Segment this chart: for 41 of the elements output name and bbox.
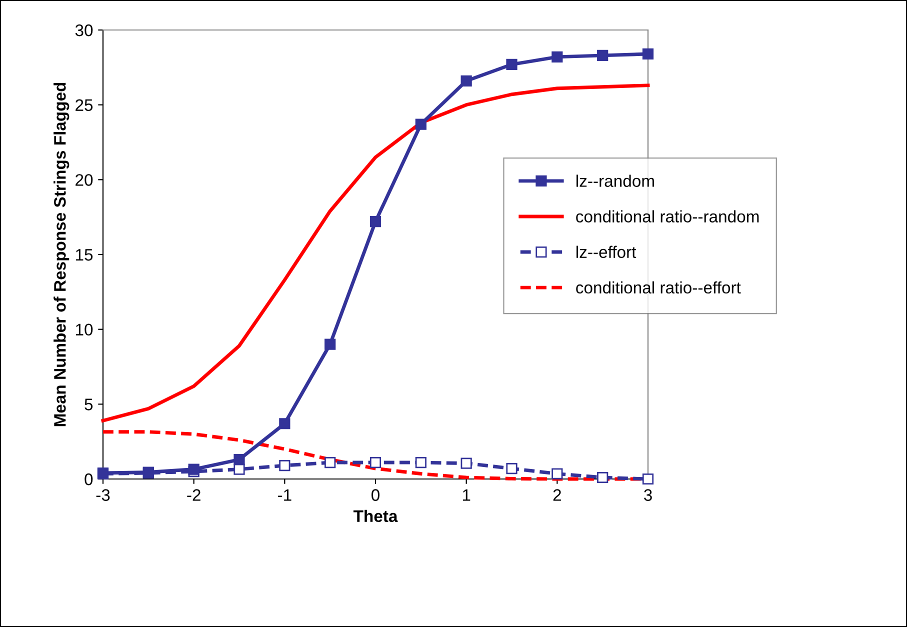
point — [506, 462, 518, 474]
point — [234, 454, 245, 466]
point — [324, 338, 336, 350]
x-tick-label: 2 — [553, 489, 561, 501]
point — [234, 464, 245, 475]
point — [370, 216, 382, 228]
point — [506, 58, 518, 70]
x-tick-label: 3 — [644, 489, 652, 501]
point — [460, 458, 472, 469]
point — [597, 472, 608, 484]
legend-label: conditional ratio--random — [576, 210, 759, 222]
x-tick-label: -3 — [96, 489, 110, 501]
y-tick-label: 30 — [75, 24, 93, 36]
y-axis-title: Mean Number of Response Strings Flagged — [54, 82, 70, 426]
x-tick-label: 0 — [372, 489, 380, 501]
legend-label: conditional ratio--effort — [576, 281, 741, 294]
point — [370, 456, 382, 468]
x-tick-label: 1 — [462, 489, 470, 501]
point — [642, 48, 654, 60]
point — [324, 456, 336, 468]
y-tick-label: 25 — [76, 99, 93, 112]
point — [460, 75, 472, 86]
x-tick-label: -2 — [187, 489, 200, 501]
y-tick-label: 0 — [84, 473, 93, 486]
y-tick-label: 5 — [84, 398, 93, 410]
x-tick-label: -1 — [278, 489, 292, 501]
point — [188, 464, 200, 475]
legend-label: lz--effort — [576, 246, 636, 258]
y-tick-label: 20 — [76, 174, 93, 186]
point — [415, 118, 426, 130]
point — [279, 418, 290, 430]
point — [279, 460, 290, 472]
y-tick-label: 15 — [76, 249, 93, 261]
point — [415, 456, 426, 468]
y-tick-label: 10 — [76, 324, 93, 336]
point — [552, 51, 563, 62]
x-axis-title: Theta — [353, 510, 398, 522]
point — [552, 468, 563, 480]
point — [597, 50, 608, 61]
legend-label: lz--random — [576, 174, 654, 187]
point — [642, 473, 654, 485]
